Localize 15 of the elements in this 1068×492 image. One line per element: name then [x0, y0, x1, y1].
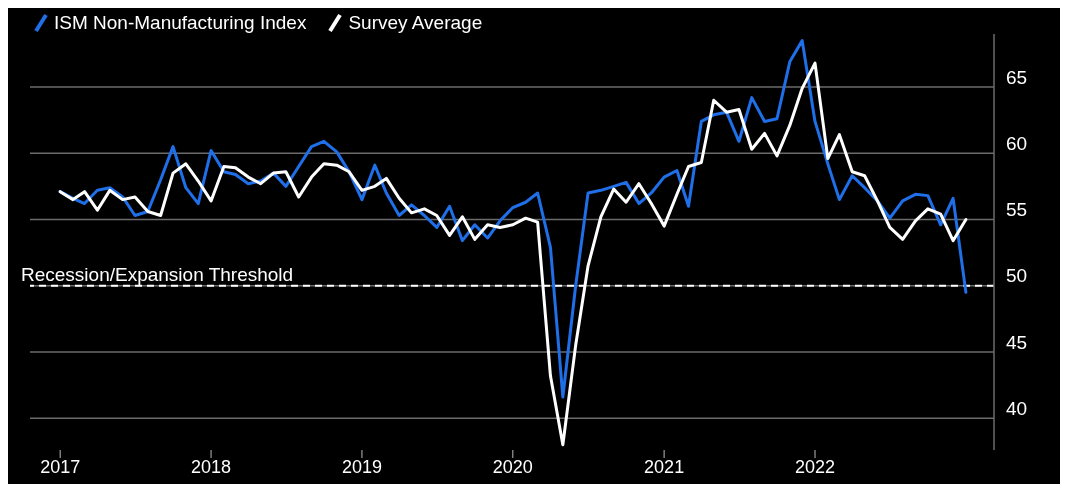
x-tick-label: 2019: [341, 456, 382, 477]
y-tick-label: 50: [1006, 265, 1028, 287]
x-tick-label: 2021: [644, 456, 685, 477]
y-tick-label: 40: [1006, 397, 1028, 419]
y-tick-label: 65: [1006, 66, 1028, 88]
x-tick-label: 2020: [492, 456, 533, 477]
x-tick-label: 2018: [191, 456, 232, 477]
ref-line-label: Recession/Expansion Threshold: [21, 263, 294, 285]
y-tick-label: 60: [1006, 132, 1028, 154]
y-tick-label: 55: [1006, 199, 1028, 221]
legend-label: Survey Average: [348, 12, 483, 34]
x-tick-label: 2017: [40, 456, 81, 477]
x-tick-label: 2022: [794, 456, 836, 477]
y-tick-label: 45: [1006, 331, 1028, 353]
legend-label: ISM Non-Manufacturing Index: [54, 12, 307, 34]
